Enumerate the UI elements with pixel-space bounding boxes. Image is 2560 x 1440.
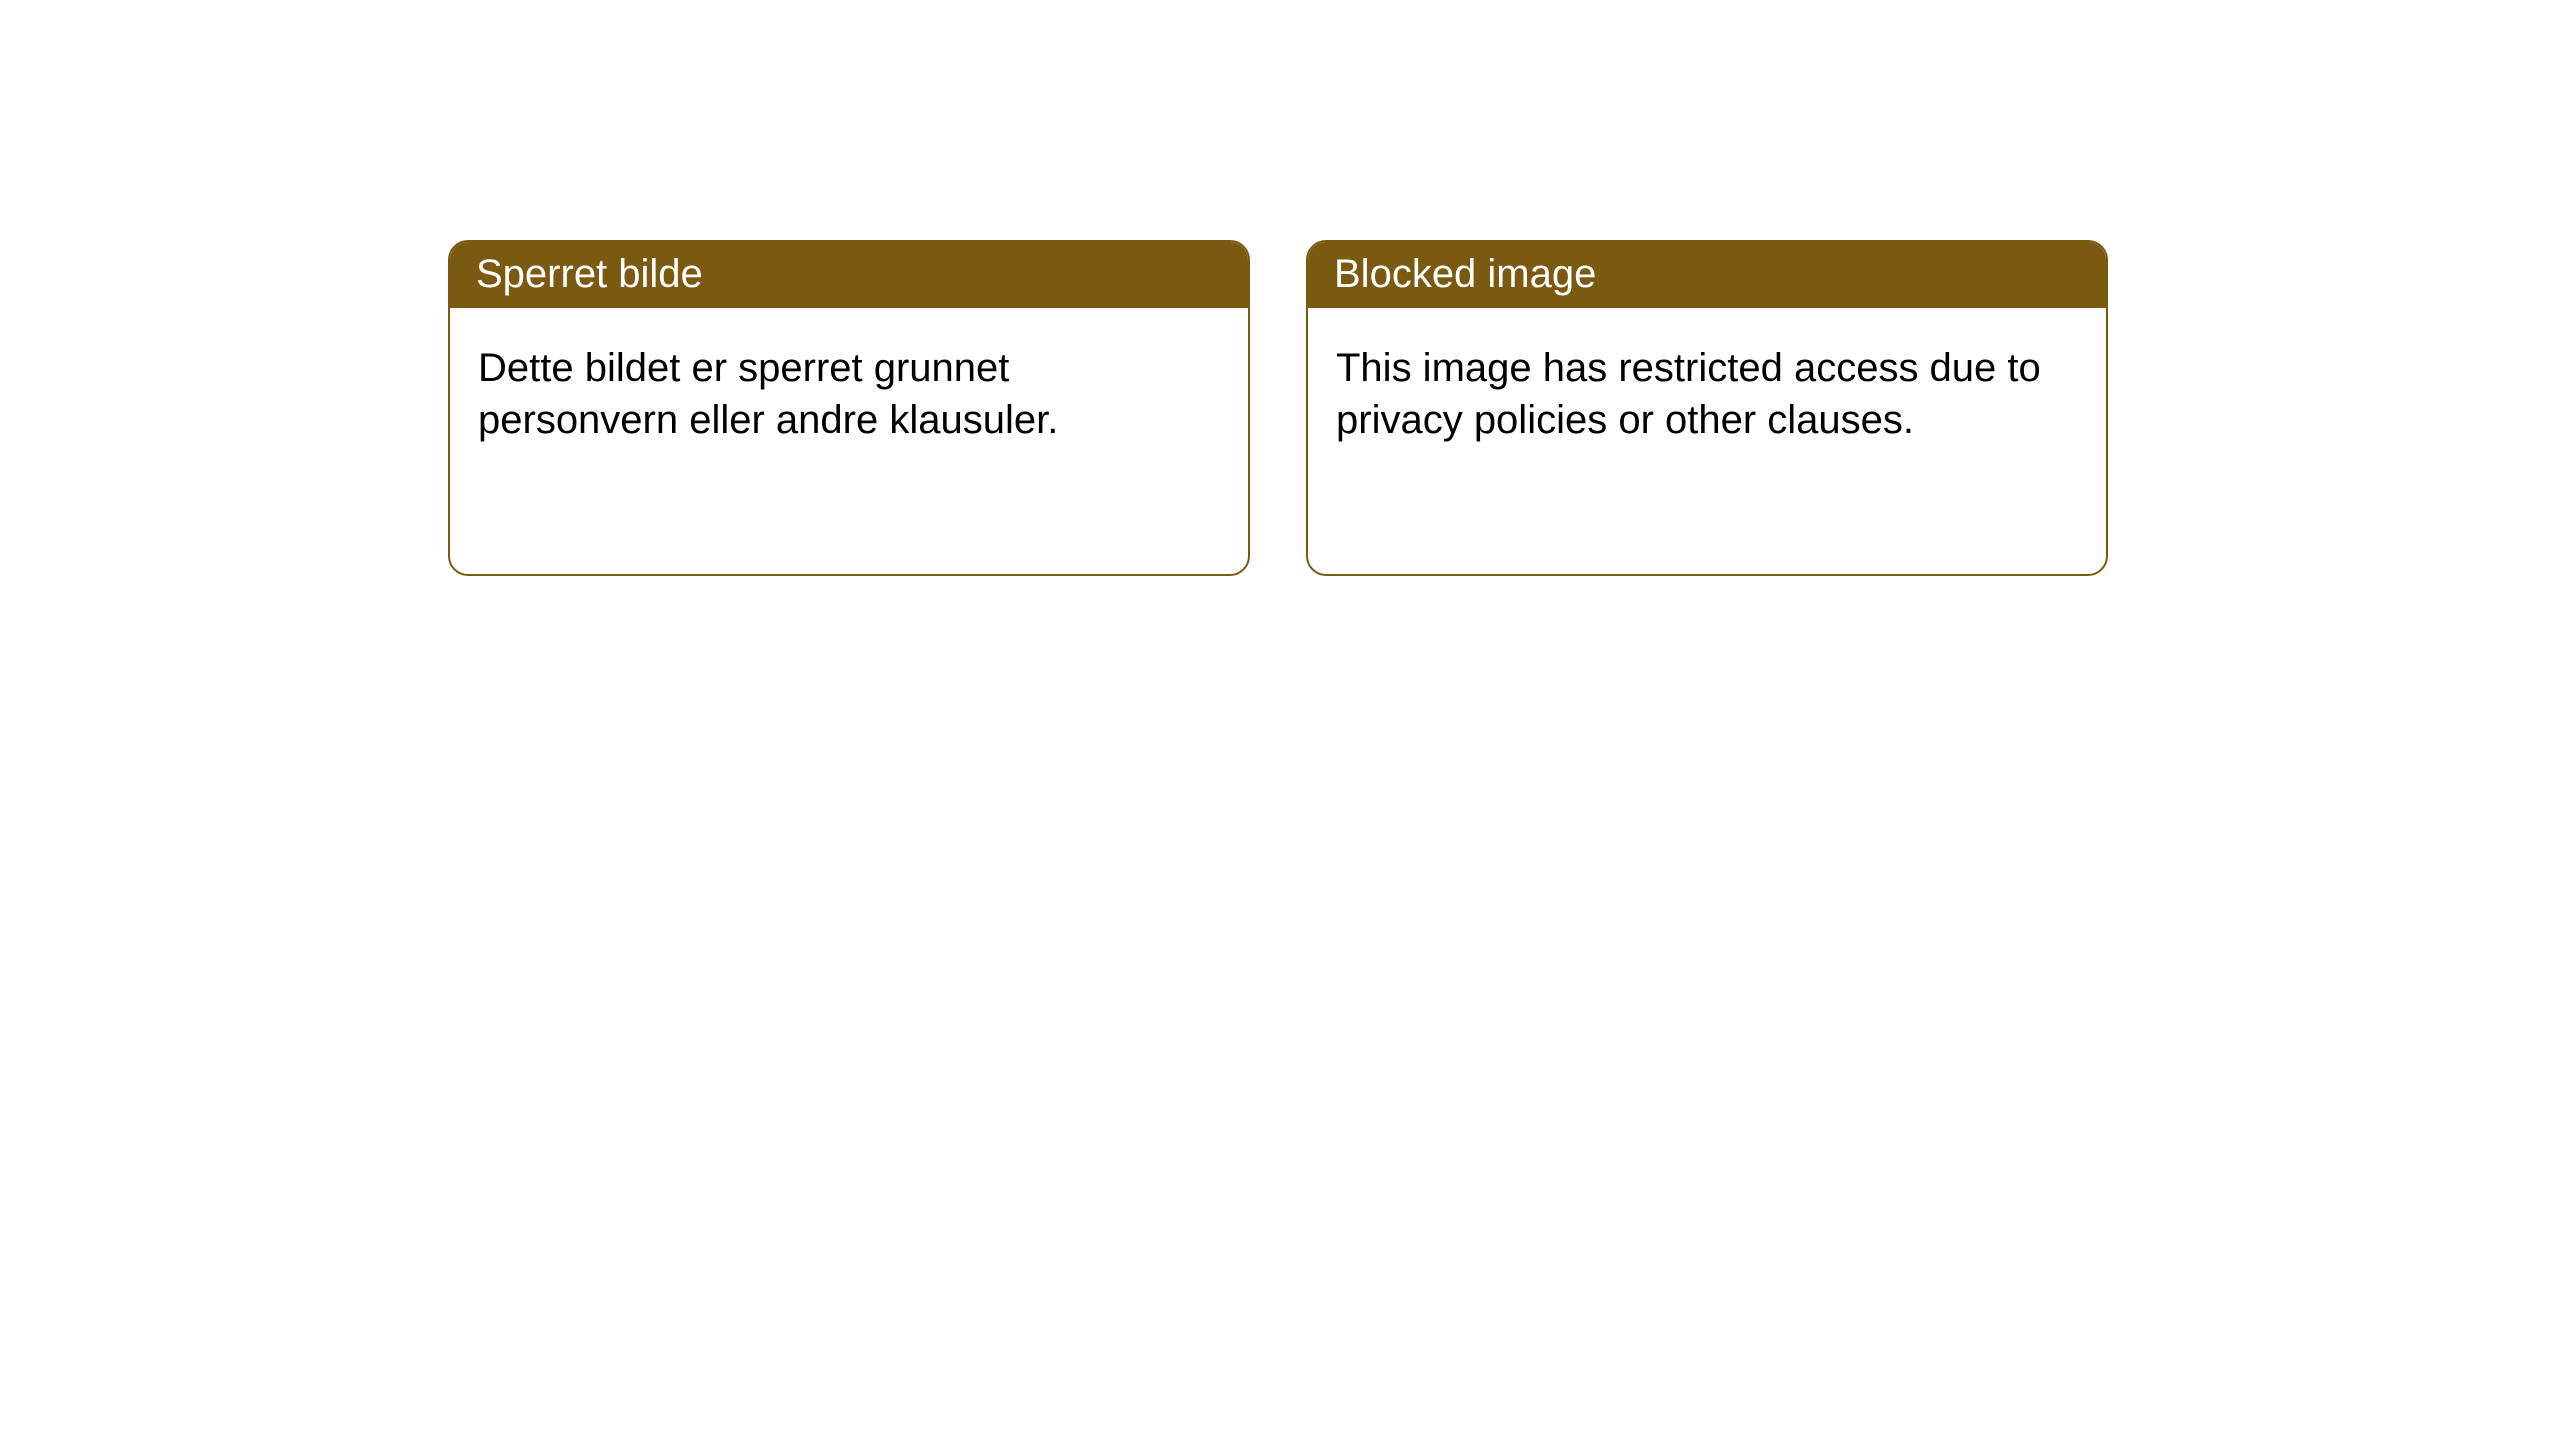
notice-cards-container: Sperret bilde Dette bildet er sperret gr… xyxy=(448,240,2108,576)
notice-card-title: Blocked image xyxy=(1308,242,2106,308)
notice-card-body: This image has restricted access due to … xyxy=(1308,308,2106,480)
notice-card-body: Dette bildet er sperret grunnet personve… xyxy=(450,308,1248,480)
notice-card-title: Sperret bilde xyxy=(450,242,1248,308)
notice-card-en: Blocked image This image has restricted … xyxy=(1306,240,2108,576)
notice-card-no: Sperret bilde Dette bildet er sperret gr… xyxy=(448,240,1250,576)
